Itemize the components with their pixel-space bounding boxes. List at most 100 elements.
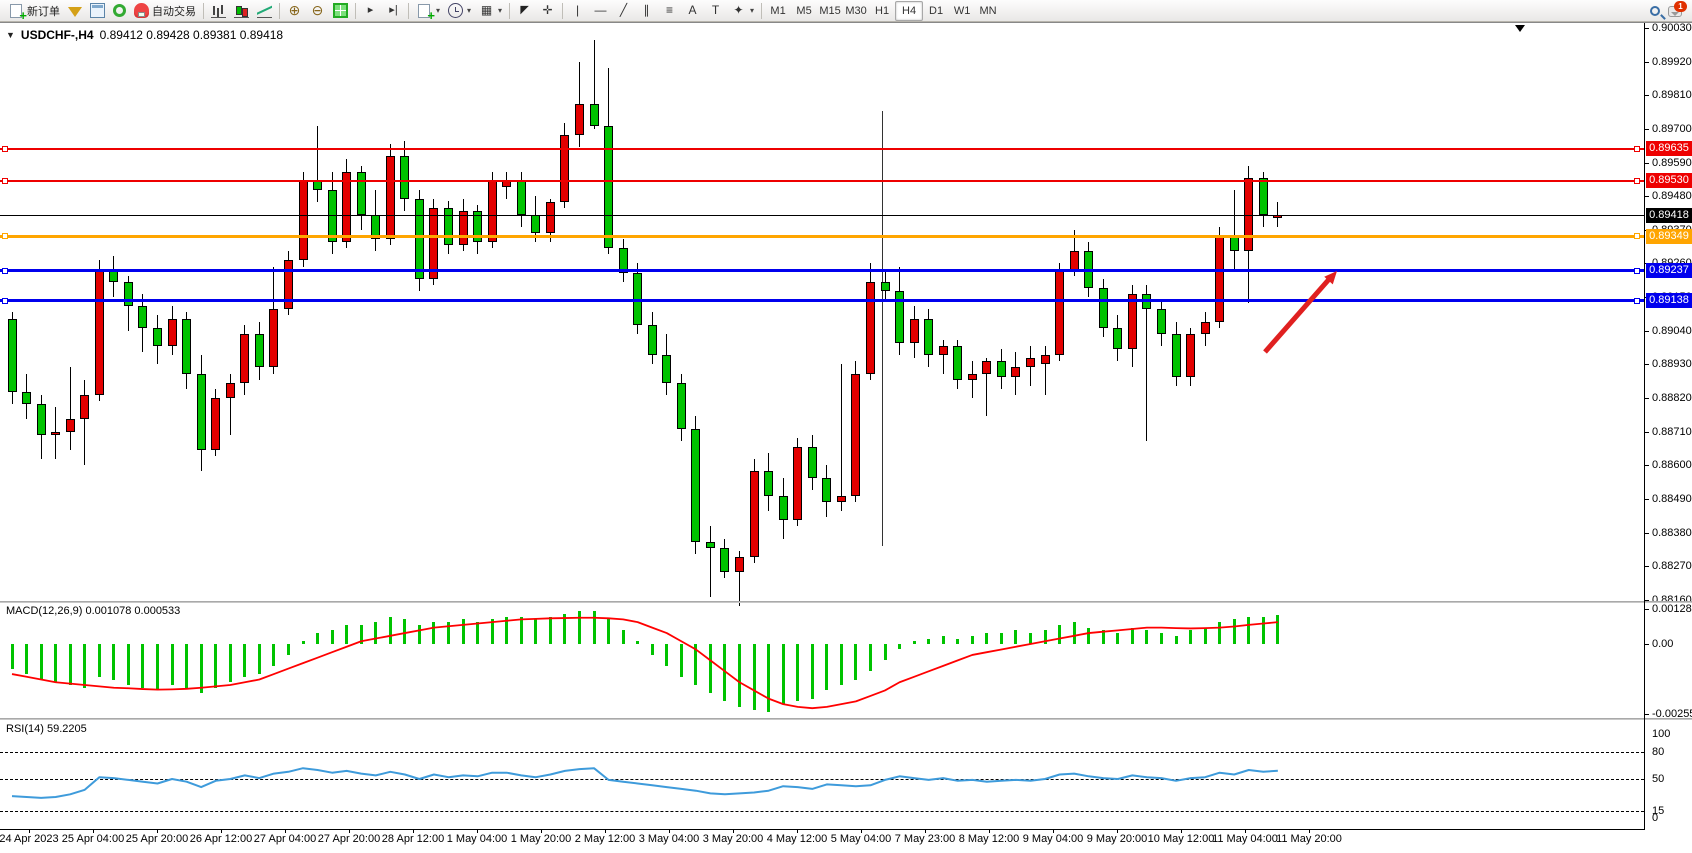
macd-histogram-bar (985, 633, 989, 644)
candle-wick (317, 125, 319, 203)
macd-histogram-bar (1232, 619, 1236, 644)
horizontal-line-button[interactable]: — (589, 1, 612, 21)
candle (895, 290, 905, 343)
fibonacci-button[interactable]: ≡ (658, 1, 681, 21)
timeframe-button-m1[interactable]: M1 (770, 4, 786, 17)
chevron-down-icon[interactable]: ▾ (436, 6, 441, 15)
support-line[interactable] (0, 299, 1644, 303)
line-anchor-marker[interactable] (2, 297, 8, 304)
timeframe-button-h1[interactable]: H1 (875, 4, 890, 17)
candle-wick (840, 364, 842, 512)
bar-chart-button[interactable] (207, 1, 230, 21)
candle-wick (709, 526, 711, 597)
macd-histogram-bar (257, 644, 261, 675)
candle (7, 318, 17, 392)
time-axis-line (0, 829, 1645, 830)
line-anchor-marker[interactable] (2, 267, 8, 274)
chevron-down-icon[interactable]: ▾ (750, 6, 755, 15)
candle (123, 281, 133, 307)
candle (749, 471, 759, 558)
chart-shift-marker[interactable] (1515, 25, 1525, 32)
timeframe-button-m5[interactable]: M5 (796, 4, 812, 17)
zoom-in-icon: ⊕ (288, 2, 301, 18)
arrows-button[interactable]: ✦ ▾ (727, 1, 758, 21)
timeframe-button-h4[interactable]: H4 (895, 0, 924, 21)
macd-histogram-bar (1276, 614, 1280, 644)
vertical-line-button[interactable]: | (566, 1, 589, 21)
current-price-line[interactable] (0, 214, 1644, 216)
candle (196, 373, 206, 450)
chevron-down-icon[interactable]: ▾ (467, 6, 472, 15)
vertical-line-annotation[interactable] (882, 111, 883, 546)
chevron-down-icon[interactable]: ▾ (498, 6, 503, 15)
macd-histogram-bar (301, 641, 305, 644)
zoom-in-button[interactable]: ⊕ (283, 1, 306, 21)
history-center-button[interactable] (64, 1, 86, 21)
timeframe-button-m30[interactable]: M30 (845, 4, 867, 17)
timeframe-button-m15[interactable]: M15 (819, 4, 841, 17)
candle (764, 471, 774, 496)
macd-histogram-bar (199, 644, 203, 694)
line-anchor-marker[interactable] (2, 177, 8, 184)
time-tick (221, 829, 222, 833)
candlestick-chart-button[interactable] (230, 1, 253, 21)
line-anchor-marker[interactable] (1634, 233, 1640, 240)
time-tick-label: 2 May 12:00 (574, 833, 636, 845)
crosshair-button[interactable]: ✛ (536, 1, 559, 21)
candle (1040, 355, 1050, 365)
new-chart-button[interactable]: ▾ (412, 1, 444, 23)
line-anchor-marker[interactable] (1634, 297, 1640, 304)
line-anchor-marker[interactable] (1634, 267, 1640, 274)
period-button[interactable]: ▾ (444, 1, 475, 21)
text-button[interactable]: A (681, 1, 704, 21)
pivot-line[interactable] (0, 234, 1644, 238)
timeframe-button-w1[interactable]: W1 (953, 4, 971, 17)
signals-button[interactable] (109, 1, 130, 21)
candle (1215, 235, 1225, 322)
candle (240, 333, 250, 383)
macd-histogram-bar (54, 644, 58, 683)
line-anchor-marker[interactable] (2, 233, 8, 240)
auto-trading-button[interactable]: 自动交易 (130, 1, 200, 21)
line-chart-button[interactable] (253, 1, 276, 21)
candle (80, 394, 90, 420)
zoom-out-button[interactable]: ⊖ (306, 1, 329, 21)
search-icon[interactable] (1650, 6, 1660, 16)
rsi-panel-splitter[interactable] (0, 718, 1692, 720)
resistance-line[interactable] (0, 179, 1644, 182)
candle (1229, 235, 1239, 252)
rsi-level-line (0, 752, 1644, 753)
price-tick (1644, 465, 1649, 467)
arrows-icon: ✦ (733, 3, 744, 17)
macd-histogram-bar (1261, 616, 1265, 644)
price-axis-line (1644, 23, 1645, 830)
timeframe-button-mn[interactable]: MN (979, 4, 997, 17)
macd-histogram-bar (243, 644, 247, 677)
collapse-icon[interactable]: ▼ (6, 30, 15, 40)
chart-shift-button[interactable]: ▸| (382, 1, 405, 21)
support-line[interactable] (0, 269, 1644, 272)
resistance-line[interactable] (0, 147, 1644, 150)
price-tick-label: 0.88820 (1652, 392, 1692, 405)
macd-histogram-bar (898, 644, 902, 650)
time-tick (989, 829, 990, 833)
macd-histogram-bar (970, 635, 974, 644)
text-label-button[interactable]: T (704, 1, 727, 21)
line-anchor-marker[interactable] (2, 145, 8, 152)
line-anchor-marker[interactable] (1634, 145, 1640, 152)
tile-windows-button[interactable] (329, 1, 352, 21)
line-anchor-marker[interactable] (1634, 177, 1640, 184)
channel-button[interactable]: ∥ (635, 1, 658, 21)
price-label-0.89530: 0.89530 (1646, 173, 1692, 189)
new-order-button[interactable]: 新订单 (4, 1, 64, 23)
cursor-button[interactable]: ◤ (513, 1, 536, 21)
market-watch-button[interactable] (86, 1, 109, 21)
template-button[interactable]: ▦ ▾ (475, 1, 506, 21)
price-label-0.89418: 0.89418 (1646, 207, 1692, 223)
time-tick (285, 829, 286, 833)
auto-scroll-button[interactable]: ▸ (359, 1, 382, 21)
timeframe-button-d1[interactable]: D1 (929, 4, 944, 17)
chat-icon[interactable]: 1 (1668, 1, 1687, 17)
macd-panel-splitter[interactable] (0, 601, 1692, 603)
trendline-button[interactable]: ╱ (612, 1, 635, 21)
